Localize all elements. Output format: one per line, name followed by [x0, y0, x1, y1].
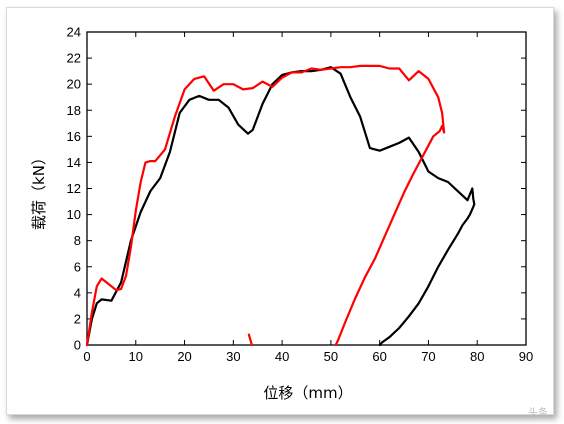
x-axis-label: 位移（mm） — [263, 384, 352, 402]
x-tick-label: 30 — [226, 349, 240, 364]
y-tick-label: 6 — [74, 259, 81, 274]
x-tick-label: 0 — [83, 349, 90, 364]
x-tick-label: 60 — [372, 349, 386, 364]
y-tick-label: 2 — [74, 311, 81, 326]
y-tick-label: 18 — [67, 103, 81, 118]
chart-frame — [6, 7, 554, 415]
y-tick-label: 16 — [67, 129, 81, 144]
x-tick-label: 50 — [324, 349, 338, 364]
y-tick-label: 8 — [74, 233, 81, 248]
x-tick-label: 80 — [470, 349, 484, 364]
series-line-2 — [85, 64, 446, 347]
y-tick-label: 20 — [67, 77, 81, 92]
x-tick-label: 10 — [129, 349, 143, 364]
series-line-1 — [85, 66, 476, 347]
x-tick-label: 90 — [519, 349, 533, 364]
x-tick-label: 40 — [275, 349, 289, 364]
y-tick-label: 0 — [74, 338, 81, 353]
series-line-3 — [247, 333, 253, 347]
y-axis-label: 载荷（kN） — [30, 150, 48, 230]
y-tick-label: 22 — [67, 51, 81, 66]
y-tick-label: 12 — [67, 181, 81, 196]
y-tick-label: 4 — [74, 285, 81, 300]
x-tick-label: 20 — [177, 349, 191, 364]
y-tick-label: 10 — [67, 207, 81, 222]
x-tick-label: 70 — [421, 349, 435, 364]
y-tick-label: 14 — [67, 155, 81, 170]
watermark-text: 头条 — [528, 406, 548, 419]
y-tick-label: 24 — [67, 25, 81, 40]
series-layer — [85, 64, 476, 347]
